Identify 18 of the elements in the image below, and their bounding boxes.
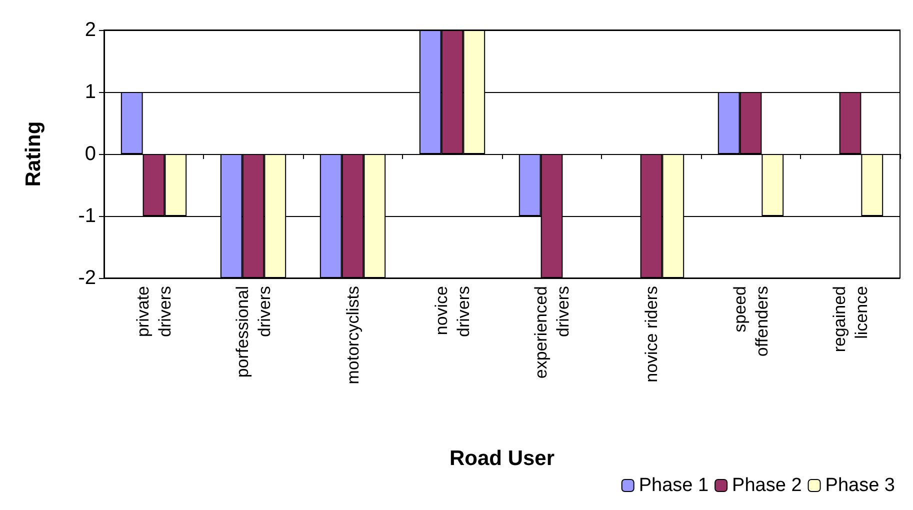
legend-label: Phase 3 xyxy=(825,475,896,496)
x-tick-label: regained licence xyxy=(830,286,871,352)
x-tick-label: motorcyclists xyxy=(343,286,362,384)
x-tick-label: private drivers xyxy=(133,286,174,338)
x-tick-label: porfessional drivers xyxy=(232,286,274,378)
y-tick-label: -2 xyxy=(78,267,96,289)
x-tick-label: novice drivers xyxy=(432,286,473,338)
y-tick-label: -1 xyxy=(78,205,96,227)
y-tick-label: 0 xyxy=(84,143,96,165)
legend-label: Phase 2 xyxy=(732,475,802,496)
legend-label: Phase 1 xyxy=(638,475,709,496)
y-axis-title: Rating xyxy=(22,121,45,187)
y-tick-label: 2 xyxy=(84,19,96,41)
x-tick-label: speed offenders xyxy=(730,286,772,357)
x-tick-label: novice riders xyxy=(642,286,661,382)
x-tick-label: experienced drivers xyxy=(531,286,572,379)
y-tick-label: 1 xyxy=(84,81,96,103)
x-axis-title: Road User xyxy=(449,447,555,470)
